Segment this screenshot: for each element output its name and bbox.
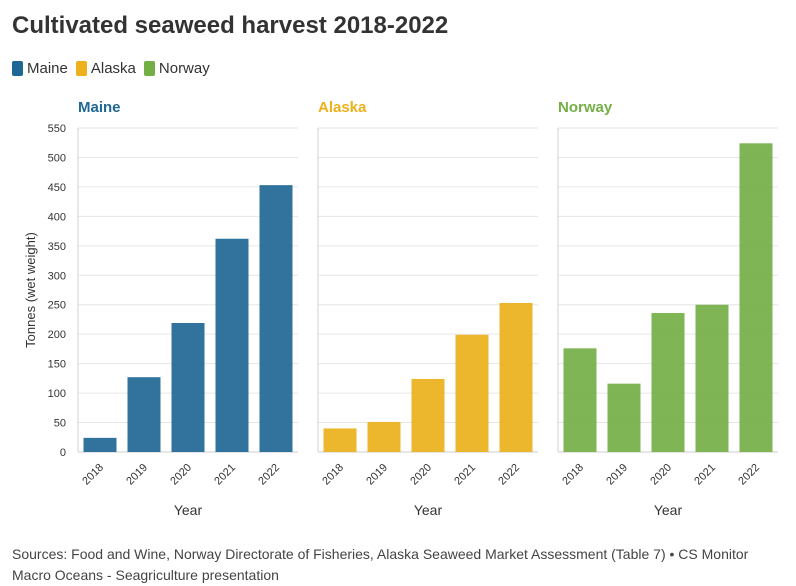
legend-item-norway[interactable]: Norway: [143, 60, 210, 77]
bar-norway-2021: [695, 304, 729, 452]
x-tick-label: 2020: [648, 462, 674, 488]
bar-alaska-2021: [455, 334, 489, 452]
legend-label-alaska: Alaska: [90, 60, 136, 77]
panel-title-maine: Maine: [78, 99, 121, 116]
x-tick-label: 2020: [168, 462, 194, 488]
x-tick-label: 2021: [692, 462, 718, 488]
y-tick-label: 50: [54, 418, 66, 430]
x-tick-label: 2019: [124, 462, 150, 488]
y-tick-label: 550: [48, 123, 66, 135]
legend-label-maine: Maine: [27, 60, 68, 77]
panel-title-norway: Norway: [558, 99, 613, 116]
x-axis-label: Year: [654, 502, 683, 518]
legend-swatch-norway: [143, 61, 155, 76]
x-tick-label: 2018: [320, 462, 346, 488]
chart-title: Cultivated seaweed harvest 2018-2022: [12, 12, 449, 39]
bar-alaska-2022: [499, 302, 533, 452]
legend: Maine Alaska Norway: [12, 60, 218, 77]
y-tick-label: 150: [48, 359, 66, 371]
y-tick-label: 400: [48, 211, 66, 223]
y-tick-label: 100: [48, 388, 66, 400]
x-tick-label: 2018: [560, 462, 586, 488]
x-tick-label: 2021: [212, 462, 238, 488]
legend-swatch-alaska: [75, 61, 87, 76]
y-tick-label: 450: [48, 182, 66, 194]
bar-norway-2020: [651, 312, 685, 452]
bar-norway-2019: [607, 383, 641, 452]
y-tick-label: 500: [48, 152, 66, 164]
legend-label-norway: Norway: [158, 60, 210, 77]
bar-alaska-2018: [323, 428, 357, 452]
bar-maine-2019: [127, 377, 161, 452]
x-tick-label: 2022: [256, 462, 282, 488]
legend-swatch-maine: [12, 61, 23, 76]
bar-maine-2018: [83, 437, 117, 452]
bar-alaska-2020: [411, 378, 445, 452]
y-axis-label: Tonnes (wet weight): [23, 232, 38, 348]
small-multiples-bar-chart: 0 50 100 150 200 250 300 350 400 450 500 550 Tonnes …: [23, 99, 778, 518]
legend-item-maine[interactable]: Maine: [12, 60, 68, 77]
y-tick-label: 0: [60, 447, 66, 459]
y-tick-label: 300: [48, 270, 66, 282]
bar-maine-2020: [171, 322, 205, 452]
bar-maine-2022: [259, 185, 293, 452]
x-tick-label: 2018: [80, 462, 106, 488]
x-axis-label: Year: [174, 502, 203, 518]
x-tick-label: 2022: [496, 462, 522, 488]
y-tick-label: 350: [48, 241, 66, 253]
bar-norway-2022: [739, 143, 773, 453]
x-tick-label: 2021: [452, 462, 478, 488]
x-tick-label: 2019: [364, 462, 390, 488]
y-tick-label: 250: [48, 300, 66, 312]
legend-item-alaska[interactable]: Alaska: [75, 60, 136, 77]
bar-alaska-2019: [367, 421, 401, 452]
x-tick-label: 2019: [604, 462, 630, 488]
bar-maine-2021: [215, 238, 249, 452]
source-note: Sources: Food and Wine, Norway Directora…: [12, 546, 749, 583]
x-tick-label: 2020: [408, 462, 434, 488]
x-tick-label: 2022: [736, 462, 762, 488]
panel-title-alaska: Alaska: [318, 99, 367, 116]
x-axis-label: Year: [414, 502, 443, 518]
y-tick-label: 200: [48, 329, 66, 341]
bar-norway-2018: [563, 348, 597, 452]
